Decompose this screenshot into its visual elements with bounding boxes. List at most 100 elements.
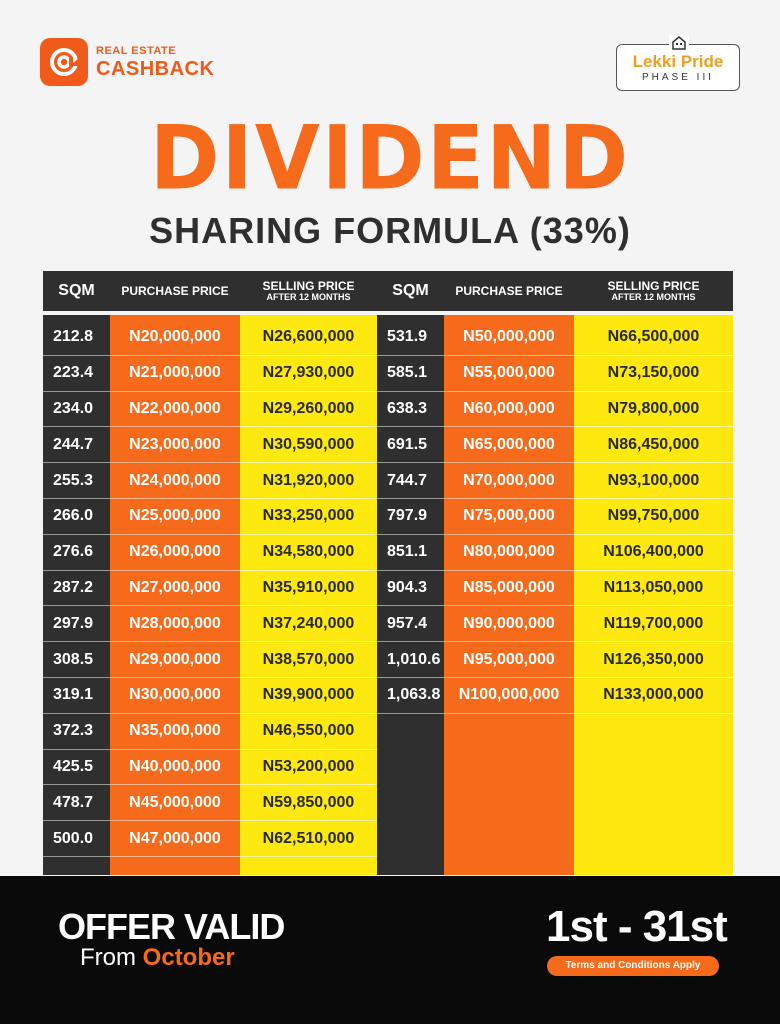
offer-month: October	[142, 944, 235, 971]
table-cell-sqm: 478.7	[43, 785, 110, 822]
table-cell-sqm: 531.9	[377, 320, 444, 356]
table-cell-sqm: 297.9	[43, 606, 110, 643]
table-body: 212.8 223.4 234.0 244.7 255.3 266.0 276.6 287.2…	[43, 315, 733, 875]
offer-dates: 1st - 31st	[546, 902, 728, 951]
table-cell-sqm: 851.1	[377, 535, 444, 571]
table-cell-selling: N35,910,000	[240, 571, 377, 607]
table-cell-selling: N53,200,000	[240, 750, 377, 786]
table-cell-selling: N31,920,000	[240, 463, 377, 499]
table-cell-purchase: N70,000,000	[444, 463, 574, 499]
table-cell-selling: N126,350,000	[574, 642, 733, 678]
table-cell-selling: N113,050,000	[574, 571, 733, 607]
table-cell-sqm: 276.6	[43, 535, 110, 571]
table-cell-sqm: 234.0	[43, 392, 110, 428]
table-cell-purchase: N50,000,000	[444, 320, 574, 356]
cashback-logo-icon	[40, 38, 88, 86]
footer-banner: OFFER VALID From October 1st - 31st Term…	[0, 876, 780, 1024]
right-selling-column: N66,500,000 N73,150,000 N79,800,000 N86,450…	[574, 315, 733, 875]
lekki-phase: PHASE III	[641, 72, 714, 83]
header-selling-sub: AFTER 12 MONTHS	[266, 291, 351, 302]
table-cell-selling: N133,000,000	[574, 678, 733, 714]
table-header: SQM PURCHASE PRICE SELLING PRICE AFTER 1…	[43, 271, 733, 311]
table-cell-purchase: N23,000,000	[110, 427, 240, 464]
table-cell-selling: N62,510,000	[240, 821, 377, 857]
lekki-pride-logo: Lekki Pride PHASE III	[616, 35, 740, 91]
table-cell-selling: N37,240,000	[240, 606, 377, 643]
left-selling-column: N26,600,000 N27,930,000 N29,260,000 N30,590…	[240, 315, 377, 875]
table-cell-sqm: 266.0	[43, 499, 110, 535]
table-cell-purchase: N20,000,000	[110, 320, 240, 356]
right-sqm-column: 531.9 585.1 638.3 691.5 744.7 797.9 851.1 904.3…	[377, 315, 444, 875]
table-cell-selling: N30,590,000	[240, 427, 377, 464]
table-cell-selling: N33,250,000	[240, 499, 377, 535]
table-cell-sqm: 308.5	[43, 642, 110, 678]
table-cell-selling: N73,150,000	[574, 356, 733, 392]
header-selling-price: SELLING PRICE AFTER 12 MONTHS	[574, 280, 733, 302]
table-cell-purchase: N26,000,000	[110, 535, 240, 571]
pricing-table: SQM PURCHASE PRICE SELLING PRICE AFTER 1…	[43, 271, 733, 875]
table-cell-selling: N26,600,000	[240, 320, 377, 356]
table-cell-purchase: N55,000,000	[444, 356, 574, 392]
table-cell-sqm: 223.4	[43, 356, 110, 392]
table-cell-selling: N93,100,000	[574, 463, 733, 499]
table-cell-purchase: N21,000,000	[110, 356, 240, 392]
table-cell-selling: N66,500,000	[574, 320, 733, 356]
header-selling-label: SELLING PRICE	[262, 278, 355, 293]
table-cell-sqm: 1,063.8	[377, 678, 444, 714]
table-cell-purchase: N90,000,000	[444, 606, 574, 643]
table-cell-selling: N34,580,000	[240, 535, 377, 571]
brand-logo-block: REAL ESTATE CASHBACK	[40, 38, 214, 86]
table-cell-selling: N99,750,000	[574, 499, 733, 535]
offer-period: From October	[80, 944, 235, 972]
left-sqm-column: 212.8 223.4 234.0 244.7 255.3 266.0 276.6 287.2…	[43, 315, 110, 875]
table-cell-selling: N119,700,000	[574, 606, 733, 643]
table-cell-purchase: N75,000,000	[444, 499, 574, 535]
table-cell-sqm: 585.1	[377, 356, 444, 392]
table-cell-purchase: N40,000,000	[110, 750, 240, 786]
table-cell-purchase: N85,000,000	[444, 571, 574, 607]
offer-valid-text: OFFER VALID	[58, 906, 285, 947]
table-cell-purchase: N60,000,000	[444, 392, 574, 428]
table-cell-purchase: N24,000,000	[110, 463, 240, 499]
table-cell-purchase: N29,000,000	[110, 642, 240, 678]
table-cell-selling: N79,800,000	[574, 392, 733, 428]
offer-from: From	[80, 944, 136, 971]
header-purchase-price: PURCHASE PRICE	[121, 283, 229, 298]
header-selling-price: SELLING PRICE AFTER 12 MONTHS	[240, 280, 377, 302]
table-cell-purchase: N35,000,000	[110, 714, 240, 750]
table-cell-selling: N59,850,000	[240, 785, 377, 822]
table-cell-sqm: 904.3	[377, 571, 444, 607]
header-sqm: SQM	[58, 281, 95, 299]
table-cell-purchase: N100,000,000	[444, 678, 574, 714]
right-purchase-column: N50,000,000 N55,000,000 N60,000,000 N65,000…	[444, 315, 574, 875]
table-cell-sqm: 255.3	[43, 463, 110, 499]
table-cell-selling: N46,550,000	[240, 714, 377, 750]
table-cell-purchase: N95,000,000	[444, 642, 574, 678]
header-selling-sub: AFTER 12 MONTHS	[611, 291, 696, 302]
table-cell-selling: N27,930,000	[240, 356, 377, 392]
table-cell-purchase: N80,000,000	[444, 535, 574, 571]
page-subtitle: SHARING FORMULA (33%)	[149, 210, 631, 251]
table-cell-sqm: 319.1	[43, 678, 110, 714]
table-cell-sqm: 287.2	[43, 571, 110, 607]
table-cell-selling: N106,400,000	[574, 535, 733, 571]
table-cell-purchase: N47,000,000	[110, 821, 240, 857]
header-purchase-price: PURCHASE PRICE	[455, 283, 563, 298]
page-title: DIVIDEND	[149, 106, 631, 210]
table-cell-sqm: 244.7	[43, 427, 110, 464]
table-cell-sqm: 500.0	[43, 821, 110, 857]
table-cell-sqm: 691.5	[377, 427, 444, 464]
table-cell-selling: N86,450,000	[574, 427, 733, 464]
table-cell-purchase: N22,000,000	[110, 392, 240, 428]
table-cell-purchase: N27,000,000	[110, 571, 240, 607]
table-cell-sqm: 212.8	[43, 320, 110, 356]
table-cell-purchase: N28,000,000	[110, 606, 240, 643]
table-cell-sqm: 425.5	[43, 750, 110, 786]
table-cell-sqm: 797.9	[377, 499, 444, 535]
terms-badge: Terms and Conditions Apply	[547, 956, 719, 976]
left-purchase-column: N20,000,000 N21,000,000 N22,000,000 N23,000…	[110, 315, 240, 875]
table-cell-selling: N38,570,000	[240, 642, 377, 678]
brand-small-text: REAL ESTATE	[96, 44, 177, 57]
brand-name: CASHBACK	[96, 57, 215, 80]
table-cell-sqm: 372.3	[43, 714, 110, 750]
